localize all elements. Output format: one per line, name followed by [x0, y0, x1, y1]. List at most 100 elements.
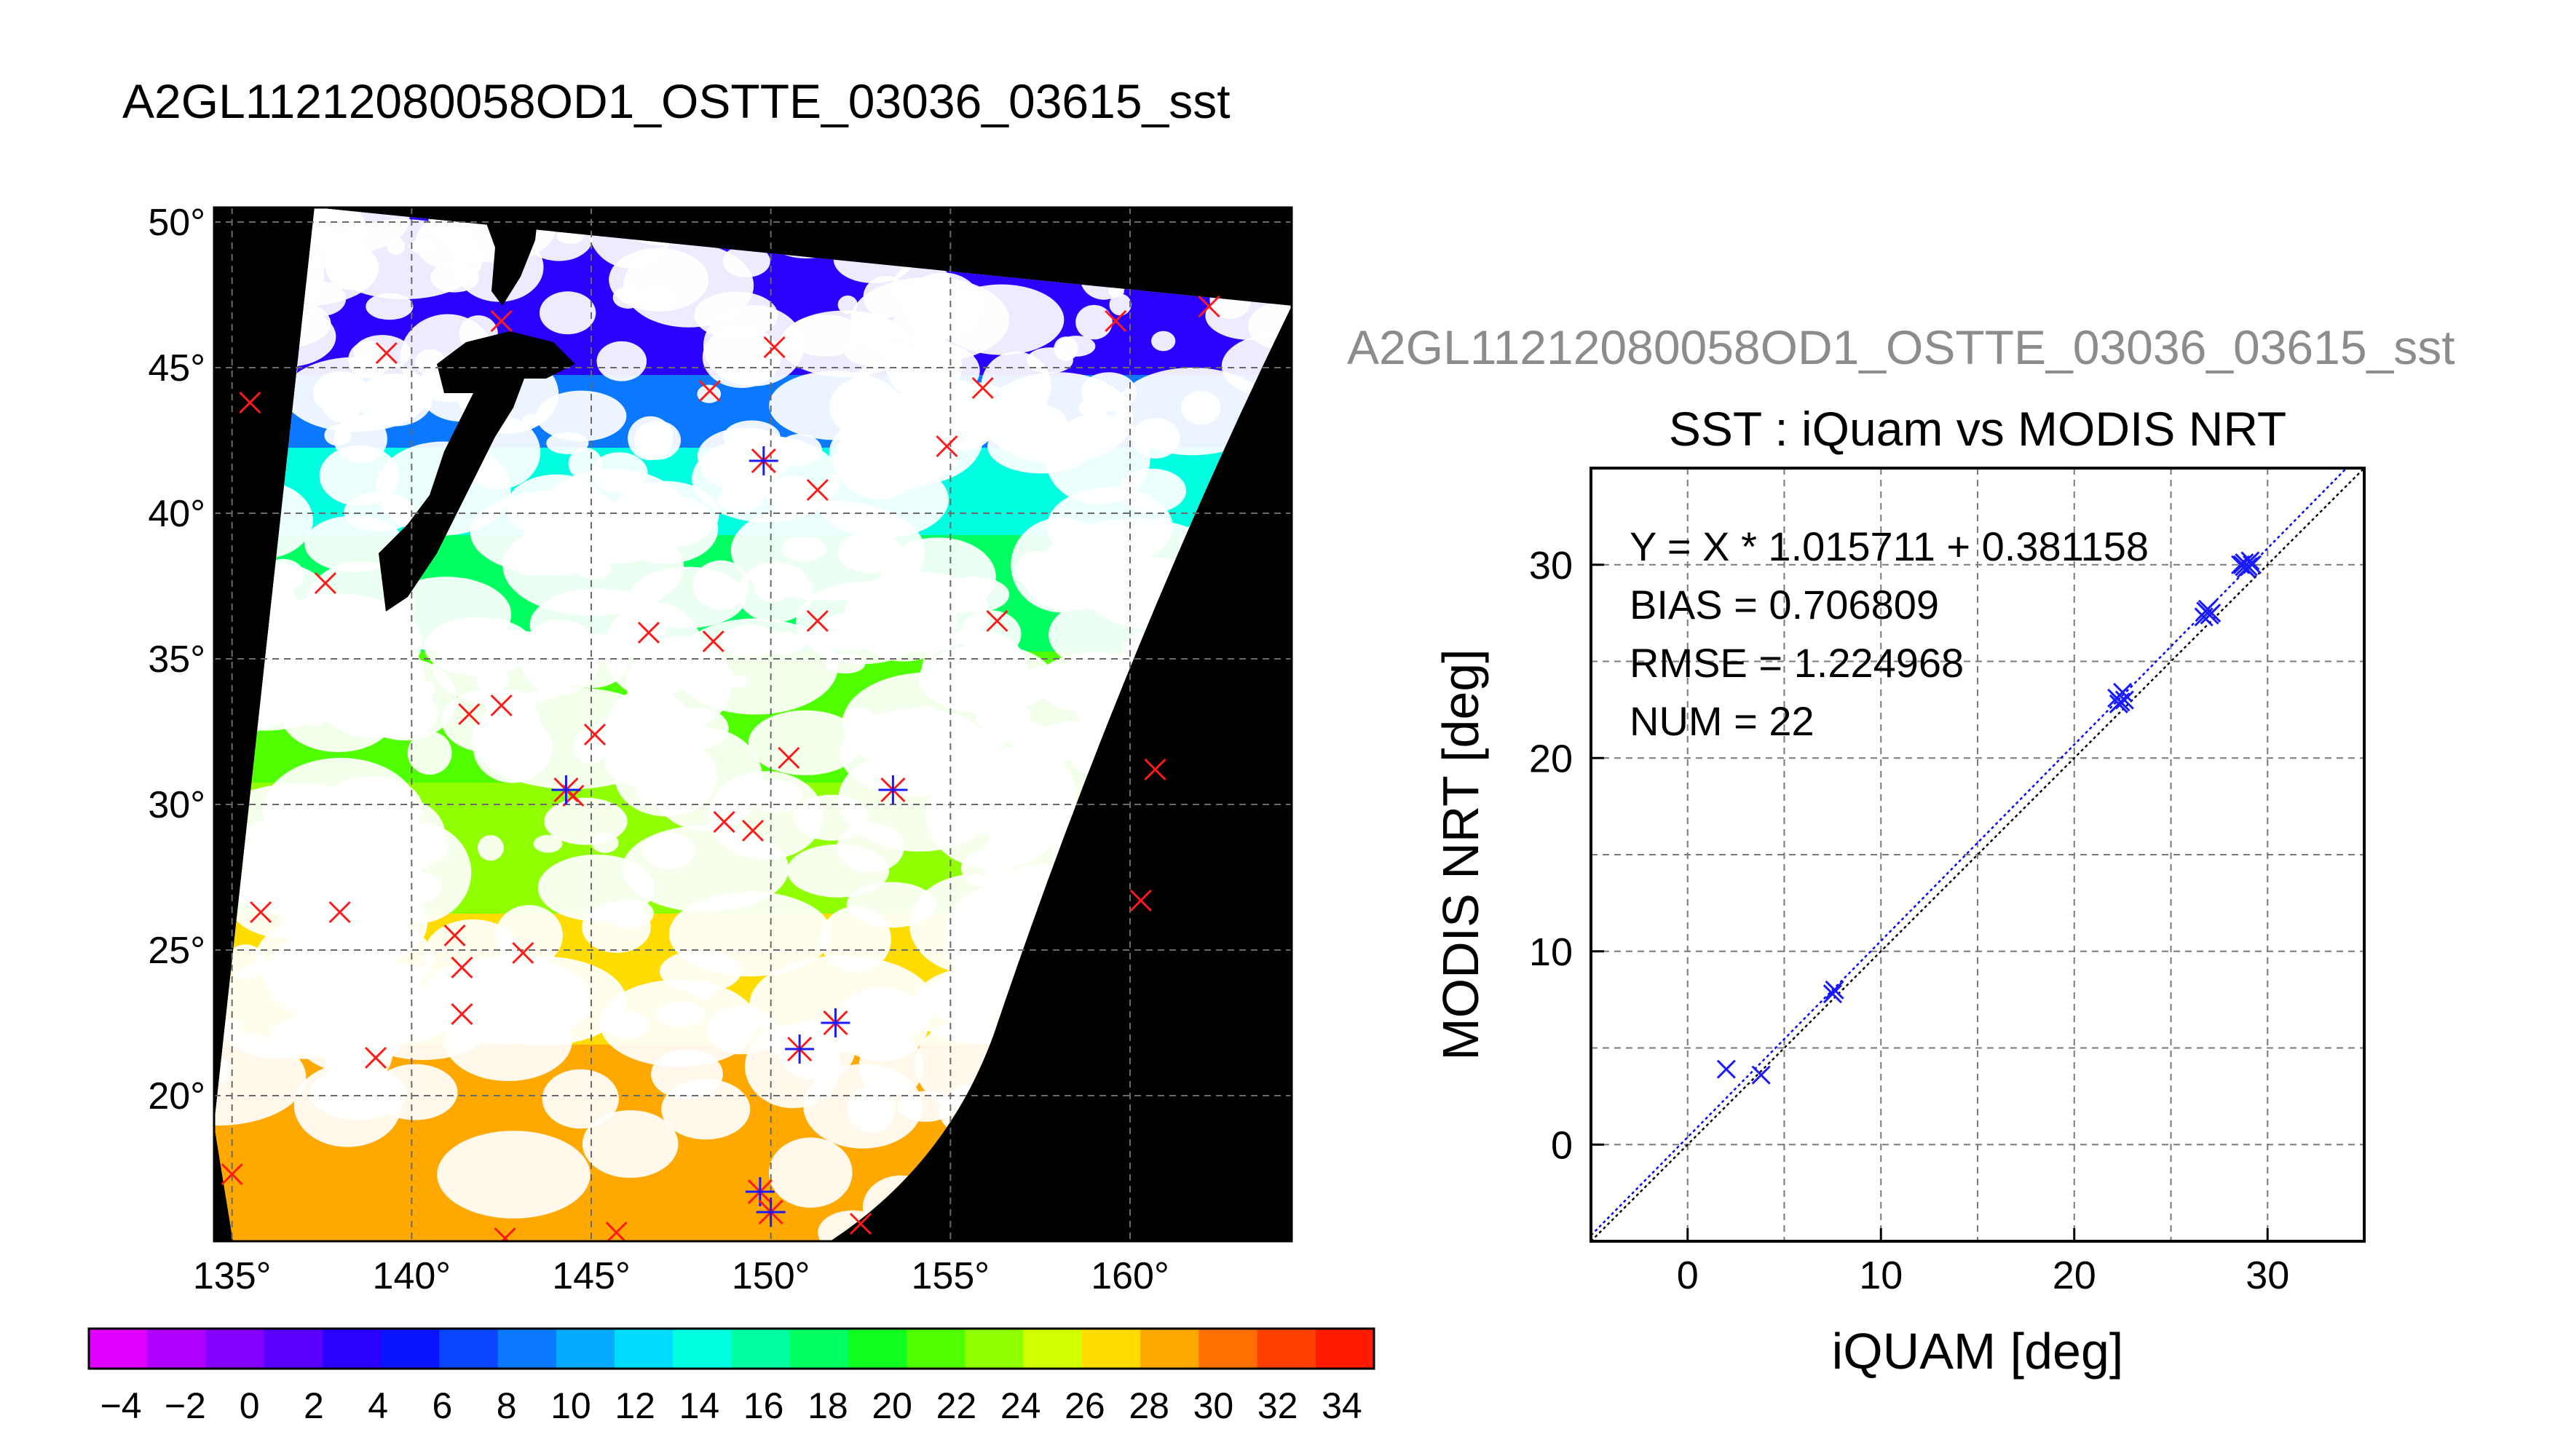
map-frame	[213, 206, 1293, 1243]
main-title: A2GL11212080058OD1_OSTTE_03036_03615_sst	[122, 74, 1231, 128]
colorbar-swatch	[848, 1329, 907, 1369]
x-axis-label: iQUAM [deg]	[1832, 1323, 2124, 1380]
map-lat-labels: 50° 45° 40° 35° 30° 25° 20°	[148, 202, 205, 1117]
y-tick-label: 30	[1529, 544, 1573, 587]
matchup-marker-out	[698, 379, 721, 403]
matchup-marker-out	[778, 746, 800, 769]
scatter-point	[2235, 557, 2254, 577]
colorbar-swatch	[322, 1329, 382, 1369]
colorbar-tick-label: 6	[432, 1385, 452, 1426]
colorbar-swatch	[615, 1329, 674, 1369]
stats-annotation: NUM = 22	[1630, 698, 1814, 744]
colorbar-tick-label: 18	[807, 1385, 848, 1426]
colorbar-tick-label: 14	[679, 1385, 720, 1426]
matchup-marker-in	[749, 446, 778, 475]
scatter-point	[1751, 1065, 1771, 1085]
x-tick-label: 30	[2246, 1254, 2289, 1297]
lon-tick-label: 150°	[732, 1255, 810, 1297]
matchup-marker-out	[314, 571, 336, 595]
colorbar-tick-label: 2	[304, 1385, 324, 1426]
matchup-marker-out	[375, 341, 398, 365]
map-grid	[214, 207, 1292, 1241]
matchup-marker-out	[451, 956, 473, 979]
colorbar-tick-label: 28	[1129, 1385, 1169, 1426]
x-tick-label: 10	[1859, 1254, 1903, 1297]
y-tick-label: 10	[1529, 930, 1573, 974]
matchup-marker-out	[490, 309, 513, 333]
plot-frame	[1590, 467, 2366, 1243]
lon-tick-label: 160°	[1091, 1255, 1169, 1297]
matchup-marker-out	[637, 621, 660, 644]
colorbar-frame	[87, 1327, 1375, 1370]
scatter-point	[2114, 690, 2134, 710]
colorbar-swatch	[673, 1329, 732, 1369]
colorbar-swatches	[89, 1329, 1375, 1369]
cloud-patches	[214, 207, 1292, 1241]
matchup-marker-out	[713, 810, 735, 834]
matchup-marker-out	[494, 1227, 516, 1241]
lat-tick-label: 25°	[148, 930, 205, 972]
scatter-point	[2194, 607, 2214, 627]
colorbar-swatch	[147, 1329, 206, 1369]
matchup-marker-out	[328, 901, 351, 924]
matchup-marker-out	[986, 609, 1008, 633]
matchup-marker-out	[458, 703, 481, 726]
matchup-marker-in	[821, 1008, 850, 1037]
colorbar-swatch	[1023, 1329, 1083, 1369]
colorbar-tick-label: 22	[936, 1385, 977, 1426]
colorbar-swatch	[556, 1329, 615, 1369]
matchup-marker-out	[1129, 889, 1152, 912]
matchup-marker-out	[1144, 758, 1166, 781]
matchup-marker-out	[806, 478, 829, 502]
lat-tick-label: 35°	[148, 638, 205, 681]
map-lon-labels: 135° 140° 145° 150° 155° 160°	[193, 1255, 1169, 1297]
scatter-title: SST : iQuam vs MODIS NRT	[1669, 402, 2286, 456]
colorbar-tick-label: 30	[1193, 1385, 1234, 1426]
scatter-point	[1716, 1059, 1736, 1079]
colorbar-swatch	[789, 1329, 849, 1369]
y-tick-label: 20	[1529, 737, 1573, 780]
matchup-marker-out	[605, 1221, 628, 1241]
y-axis-label: MODIS NRT [deg]	[1432, 649, 1489, 1060]
matchup-marker-out	[849, 1212, 872, 1235]
stats-annotations: Y = X * 1.015711 + 0.381158 BIAS = 0.7068…	[1630, 523, 2149, 744]
scatter-point	[2113, 682, 2133, 703]
colorbar-tick-label: 26	[1065, 1385, 1105, 1426]
landmass-japan	[379, 368, 524, 612]
colorbar-tick-label: −4	[100, 1385, 142, 1426]
stats-annotation: RMSE = 1.224968	[1630, 640, 1964, 686]
colorbar-tick-label: 12	[615, 1385, 655, 1426]
colorbar-tick-label: 0	[240, 1385, 260, 1426]
colorbar-tick-label: 24	[1000, 1385, 1041, 1426]
colorbar-swatch	[1315, 1329, 1375, 1369]
sst-map: 135° 140° 145° 150° 155° 160° 50° 45° 40° 35° 30°…	[148, 202, 1293, 1297]
colorbar-swatch	[1257, 1329, 1316, 1369]
colorbar-swatch	[1140, 1329, 1199, 1369]
identity-line	[1591, 468, 2364, 1241]
colorbar-swatch	[1198, 1329, 1258, 1369]
matchup-marker-in	[878, 775, 908, 804]
lat-tick-label: 40°	[148, 493, 205, 535]
matchup-marker-out	[971, 376, 994, 400]
matchup-marker-out	[490, 694, 513, 717]
matchup-marker-out	[806, 609, 829, 633]
x-tick-label: 20	[2053, 1254, 2096, 1297]
scatter-point	[1823, 984, 1842, 1004]
lon-tick-label: 145°	[552, 1255, 631, 1297]
x-tick-label: 0	[1677, 1254, 1699, 1297]
lon-tick-label: 135°	[193, 1255, 272, 1297]
matchup-marker-out	[250, 901, 272, 924]
scatter-point	[1825, 980, 1844, 1000]
landmass-sakhalin	[481, 207, 539, 306]
lat-tick-label: 20°	[148, 1075, 205, 1117]
matchup-marker-out	[763, 336, 786, 359]
scatter-header: A2GL11212080058OD1_OSTTE_03036_03615_sst	[1347, 320, 2455, 374]
scatter-ticks: 0 0 10 10 20 20 30 30	[1529, 544, 2289, 1297]
colorbar-swatch	[89, 1329, 148, 1369]
colorbar-swatch	[907, 1329, 965, 1369]
lat-tick-label: 50°	[148, 202, 205, 244]
land-mask	[379, 207, 575, 612]
stats-annotation: Y = X * 1.015711 + 0.381158	[1630, 523, 2149, 569]
colorbar-swatch	[439, 1329, 499, 1369]
